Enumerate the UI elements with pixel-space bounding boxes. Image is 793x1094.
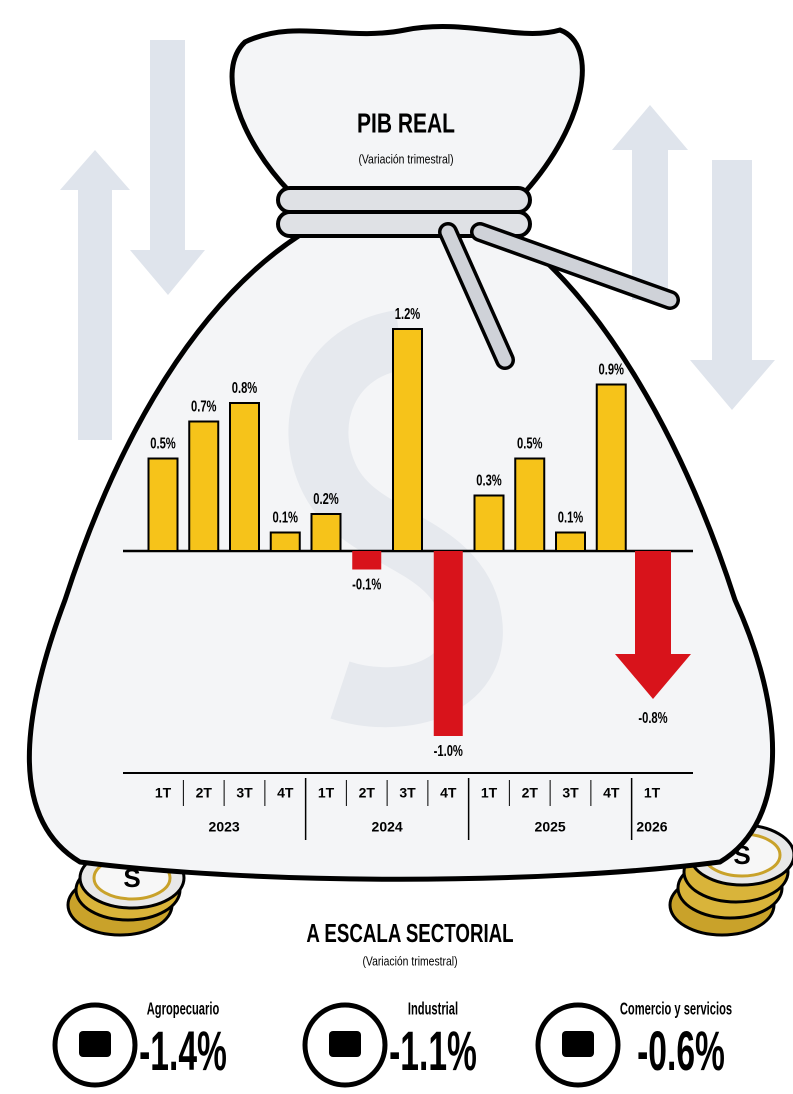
bag-strap — [441, 225, 512, 367]
bag-band — [276, 186, 532, 214]
value-label: 0.5% — [150, 434, 176, 453]
bar — [392, 328, 423, 552]
section-title: A ESCALA SECTORIAL — [306, 918, 513, 948]
x-tick-label: 1T — [318, 785, 335, 801]
bar — [269, 531, 301, 552]
sector-value: -1.4% — [139, 1019, 227, 1082]
sector-icon-glyph — [79, 1031, 111, 1057]
value-label: -1.0% — [434, 741, 463, 760]
x-tick-label: 2T — [359, 785, 376, 801]
bar-chart: 0.5% 1T 0.7% 2T 0.8% 3T 0.1% 4T 2023 0.2% 1T -0.1% 2… — [123, 304, 693, 840]
value-label: 0.3% — [476, 471, 502, 490]
bar — [433, 551, 463, 736]
bag-band — [276, 210, 532, 238]
value-label: -0.1% — [352, 575, 381, 594]
sector-icon-glyph — [562, 1031, 594, 1057]
x-tick-label: 1T — [481, 785, 498, 801]
x-tick-label: 4T — [277, 785, 294, 801]
value-label: 0.2% — [313, 489, 339, 508]
bg-arrow — [612, 105, 688, 300]
x-tick-label: 3T — [236, 785, 253, 801]
bg-arrow — [130, 40, 205, 295]
x-tick-label: 4T — [440, 785, 457, 801]
value-label: 0.1% — [272, 508, 298, 527]
bar — [514, 457, 546, 552]
bar — [473, 494, 505, 552]
value-label: 0.7% — [191, 397, 217, 416]
bar-arrow — [615, 551, 691, 699]
group-label: 2023 — [209, 819, 240, 835]
value-label: 1.2% — [395, 304, 421, 323]
bar — [352, 551, 382, 570]
bag-strap — [473, 225, 677, 307]
x-tick-label: 1T — [644, 785, 661, 801]
x-tick-label: 2T — [522, 785, 539, 801]
value-label: 0.8% — [232, 378, 258, 397]
value-label: 0.9% — [598, 360, 624, 379]
bg-arrow — [60, 150, 130, 440]
sector-name: Agropecuario — [147, 999, 220, 1019]
sectors: Agropecuario-1.4% Industrial-1.1% Comercio… — [52, 999, 732, 1088]
bar — [147, 457, 179, 552]
group-label: 2026 — [636, 819, 667, 835]
bar — [595, 383, 627, 552]
x-tick-label: 4T — [603, 785, 620, 801]
x-tick-label: 1T — [155, 785, 172, 801]
sector-name: Comercio y servicios — [620, 999, 732, 1019]
bar — [229, 402, 260, 552]
sector-value: -0.6% — [637, 1019, 725, 1082]
bg-arrow — [690, 160, 775, 410]
value-label: 0.1% — [558, 508, 584, 527]
x-tick-label: 2T — [196, 785, 213, 801]
value-label: -0.8% — [638, 708, 667, 727]
bar — [310, 513, 342, 552]
chart-subtitle: (Variación trimestral) — [358, 152, 453, 166]
bag-top — [229, 24, 585, 195]
x-tick-label: 3T — [399, 785, 416, 801]
chart-title: PIB REAL — [357, 109, 455, 140]
section-subtitle: (Variación trimestral) — [362, 954, 457, 968]
value-label: 0.5% — [517, 434, 543, 453]
x-tick-label: 3T — [562, 785, 579, 801]
group-label: 2024 — [372, 819, 403, 835]
sector-name: Industrial — [408, 999, 458, 1019]
bar — [188, 420, 220, 552]
sector-icon-glyph — [329, 1031, 361, 1057]
group-label: 2025 — [535, 819, 566, 835]
sector-value: -1.1% — [389, 1019, 477, 1082]
background-arrows — [60, 40, 775, 440]
bar — [555, 531, 586, 552]
